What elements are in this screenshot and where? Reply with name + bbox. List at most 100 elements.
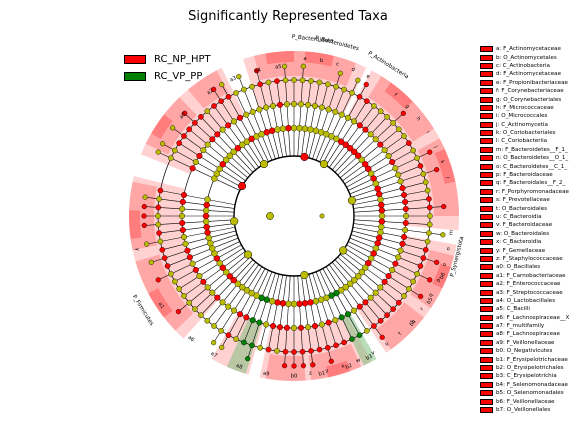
node [401,192,408,199]
key-text: a3: F_Streptococcaceae [496,289,563,296]
node [296,300,303,308]
node [364,328,370,334]
node [427,149,433,155]
key-swatch [480,365,493,372]
node [351,118,358,125]
key-text: v: F_Bacteroidaceae [496,222,553,229]
phylum-node [300,271,309,280]
branch [340,254,399,303]
key-swatch [480,230,493,237]
key-text: m: F_Bacteroidetes__F_1_ [496,146,568,153]
node [307,299,314,306]
node [189,165,196,172]
branch [200,259,254,316]
key-text: p: F_Bacteroidaceae [496,172,553,179]
node [355,77,361,83]
node [182,110,188,116]
node [377,141,384,148]
branch [183,251,246,297]
key-item: g: O_Corynebacteriales [480,95,576,103]
branch [235,270,269,340]
branch [268,82,284,158]
node [276,324,283,331]
key-swatch [480,314,493,321]
branch [325,101,368,166]
node [332,108,339,115]
node [299,77,306,84]
node [209,289,216,296]
key-item: b5: O_Selenomonadales [480,389,576,397]
branch [207,262,256,321]
node [374,185,381,193]
key-swatch [480,323,493,330]
node [346,144,354,152]
node [378,207,386,214]
clade-shade [243,50,367,116]
branch [200,116,254,173]
node [279,125,287,132]
node [356,122,363,129]
node [300,63,307,69]
node [186,299,193,306]
key-text: a9: F_Veillonellaceae [496,339,555,346]
branch [243,271,273,343]
node [226,273,234,280]
node [182,240,189,247]
key-text: a4: O_Lactobacillales [496,297,556,304]
node [298,324,305,331]
key-item: b4: F_Selenomonadaceae [480,381,576,389]
node [356,332,363,338]
key-text: b5: O_Selenomonadales [496,390,564,397]
key-swatch [480,188,493,195]
key-text: y: F_Gemellaceae [496,247,546,254]
node [270,102,277,109]
node [406,286,412,292]
node [243,111,250,118]
clade-shade-vp [226,318,262,374]
node [346,280,354,288]
branch [301,81,312,157]
node [176,286,182,292]
key-text: a0: O_Bacillales [496,264,541,271]
branch [322,268,360,336]
key-item: b2: O_Erysipelotrichales [480,364,576,372]
clade-label: b2 [345,363,353,371]
branch [276,275,287,351]
key-swatch [480,356,493,363]
key-item: b6: F_Veillonellaceae [480,397,576,405]
branch [174,244,242,282]
node [384,114,390,120]
branch [189,129,248,178]
node [351,276,358,284]
key-item: i: O_Micrococcales [480,112,576,120]
branch [304,82,320,158]
branch [207,111,256,170]
node [263,129,271,136]
key-text: s: F_Prevotellaceae [496,197,550,204]
node [209,136,216,143]
node [354,152,362,159]
node [254,68,260,74]
node [274,348,280,354]
branch [352,226,428,242]
node [367,255,375,262]
clade-label: z [309,370,313,376]
clade-shade [304,51,334,67]
key-item: a8: F_Lachnospiraceae [480,330,576,338]
node [219,81,225,88]
node [196,152,203,159]
node [377,108,384,115]
node [234,144,242,152]
branch [334,259,388,316]
key-swatch [480,406,493,413]
node [257,344,263,351]
clade-label: P_Firmicutes [131,294,155,327]
node [406,140,412,146]
node [317,296,325,303]
node [351,148,358,156]
clade-shade-vp [341,312,377,366]
node [420,171,427,177]
legend-item-vp: RC_VP_PP [124,68,211,84]
node [249,342,255,349]
branch [167,237,239,267]
